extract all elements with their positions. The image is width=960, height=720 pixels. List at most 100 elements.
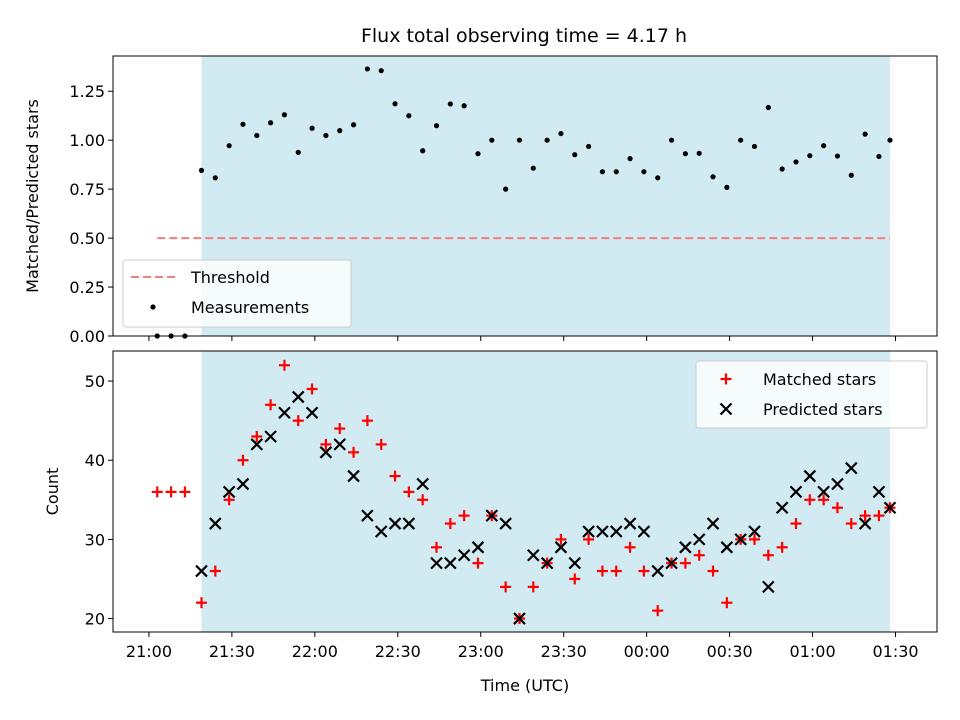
measurement-point [682,151,688,157]
x-tick-label: 23:00 [458,642,504,661]
matched-star-point [251,430,263,442]
legend-threshold-label: Threshold [190,268,270,287]
matched-star-point [652,605,664,617]
matched-star-point [818,494,830,506]
measurement-point [751,143,758,150]
y-tick-label: 40 [85,451,105,470]
predicted-star-point [278,406,291,420]
y-tick-label: 30 [85,530,105,549]
legend-x-marker [719,402,733,416]
matched-star-point [596,565,608,577]
measurement-point [337,128,343,134]
measurement-point [378,68,384,74]
measurement-point [420,148,426,154]
predicted-star-point [720,541,734,554]
measurement-point [779,166,785,172]
matched-star-point [790,518,802,530]
predicted-star-point [554,541,568,554]
matched-star-point [845,518,857,530]
measurement-point [572,152,578,158]
matched-star-point [292,415,304,427]
measurement-point [364,66,370,72]
matched-star-point [624,541,636,553]
predicted-star-point [789,485,803,499]
measurement-point [447,101,453,107]
measurement-point [530,165,536,171]
predicted-star-point [333,438,347,451]
predicted-star-point [734,533,747,546]
measurement-point [585,143,592,150]
measurement-point [793,159,799,165]
measurement-point [281,112,288,118]
measurement-point [641,169,647,175]
matched-star-point [679,557,691,569]
predicted-star-point [858,517,872,530]
matched-star-point [265,399,277,411]
predicted-star-point [347,469,360,483]
predicted-star-point [651,564,665,578]
matched-star-point [444,518,456,530]
measurement-point [516,137,523,143]
matched-star-point [859,510,871,522]
predicted-star-point [264,430,277,443]
chart-title: Flux total observing time = 4.17 h [361,25,687,47]
predicted-star-point [692,533,706,546]
measurement-point [268,120,274,126]
matched-star-point [195,597,207,609]
matched-star-point [209,565,221,577]
predicted-star-point [457,548,471,562]
predicted-star-point [444,556,457,570]
predicted-star-point [416,477,429,491]
measurement-point [254,132,260,139]
measurement-point [475,151,481,157]
ratio-legend-box [122,259,352,328]
legend-plus-marker [720,373,732,385]
measurement-point [807,153,813,159]
legend-matched-swatch [720,373,732,385]
measurement-point [655,175,661,181]
measurement-point [226,143,232,149]
predicted-star-point [430,556,443,570]
matched-stars-series [151,359,896,625]
matched-star-point [431,541,443,553]
measurement-point [198,167,205,173]
predicted-star-point [568,556,582,570]
matched-star-point [348,446,360,458]
time-x-axis-label: Time (UTC) [480,676,569,695]
x-tick-label: 23:30 [541,642,587,661]
predicted-star-point [485,509,499,522]
predicted-star-point [748,525,761,538]
y-tick-label: 0.50 [69,229,105,248]
matched-star-point [403,486,415,498]
matched-star-point [151,486,163,498]
count-legend: Matched stars Predicted stars [695,360,928,429]
matched-star-point [389,470,401,482]
matched-star-point [237,454,249,466]
measurement-point [599,169,606,175]
measurement-point [350,122,357,128]
measurement-point [724,184,730,190]
matched-star-point [375,438,387,450]
measurement-point [212,175,218,181]
matched-star-point [334,423,346,435]
predicted-star-point [471,541,485,554]
x-tick-label: 00:00 [624,642,670,661]
matched-star-point [693,549,705,561]
legend-predicted-label: Predicted stars [763,400,883,419]
matched-star-point [873,510,885,522]
y-tick-label: 20 [85,610,105,629]
predicted-star-point [706,517,720,530]
count-panel-frame [112,350,938,633]
legend-matched-label: Matched stars [763,370,876,389]
predicted-star-point [883,501,897,515]
predicted-star-point [845,461,858,475]
y-tick-label: 1.00 [69,131,105,150]
y-tick-label: 0.25 [69,278,105,297]
legend-measurements-label: Measurements [191,298,309,317]
predicted-star-point [872,485,886,499]
x-tick-label: 22:00 [292,642,338,661]
predicted-star-point [817,485,830,499]
count-y-axis-label: Count [43,468,62,516]
measurement-point [489,137,495,143]
measurement-point [406,113,412,119]
